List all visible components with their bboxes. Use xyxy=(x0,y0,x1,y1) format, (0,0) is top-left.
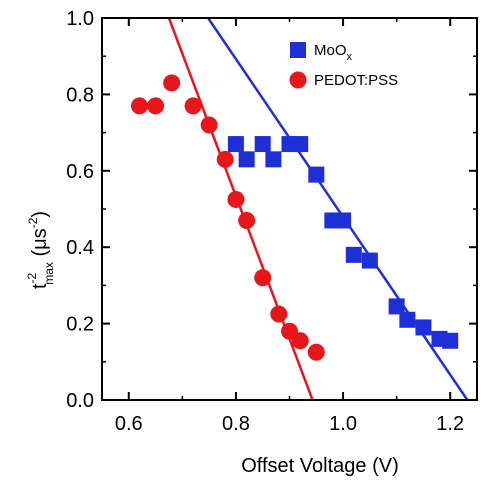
x-tick-label: 0.6 xyxy=(115,413,143,435)
data-point-moox xyxy=(227,136,244,153)
data-point-pedot-pss xyxy=(227,190,245,208)
x-axis-title: Offset Voltage (V) xyxy=(241,455,399,477)
y-tick-label: 0.2 xyxy=(66,314,94,336)
legend-marker-pedot-pss xyxy=(289,71,307,89)
y-tick-label: 0.4 xyxy=(66,237,94,259)
data-point-moox xyxy=(345,246,362,263)
y-tick-label: 0.8 xyxy=(66,84,94,106)
plot-frame xyxy=(101,17,478,401)
data-point-moox xyxy=(388,298,405,315)
axes: 0.6 0.8 1.0 1.2 0.0 0.2 0.4 0.6 0.8 1.0 xyxy=(66,8,478,435)
y-axis-title: t-2 max (μs-2) xyxy=(25,211,56,289)
fit-line-moox xyxy=(207,18,469,400)
data-point-moox xyxy=(442,332,459,349)
data-point-moox xyxy=(292,136,309,153)
data-point-pedot-pss xyxy=(238,211,256,229)
y-tick-label: 1.0 xyxy=(66,8,94,30)
y-tick-label: 0.6 xyxy=(66,161,94,183)
data-point-pedot-pss xyxy=(291,332,309,350)
data-point-pedot-pss xyxy=(131,97,148,115)
plot-area xyxy=(131,18,469,400)
x-tick-label: 1.2 xyxy=(436,413,464,435)
data-point-moox xyxy=(254,136,271,153)
legend: MoOx PEDOT:PSS xyxy=(289,42,398,89)
data-point-pedot-pss xyxy=(216,150,234,168)
data-point-pedot-pss xyxy=(163,74,181,92)
data-point-pedot-pss xyxy=(200,116,218,134)
data-point-pedot-pss xyxy=(147,97,165,115)
x-tick-label: 1.0 xyxy=(329,413,357,435)
data-point-moox xyxy=(415,319,432,336)
x-tick-label: 0.8 xyxy=(222,413,250,435)
data-point-pedot-pss xyxy=(270,305,288,323)
data-point-moox xyxy=(265,151,282,168)
legend-marker-moox xyxy=(290,42,306,58)
y-tick-label: 0.0 xyxy=(66,390,94,412)
legend-label-moox: MoOx xyxy=(314,42,353,63)
data-point-moox xyxy=(399,311,416,328)
legend-label-pedot-pss: PEDOT:PSS xyxy=(314,72,398,89)
data-point-moox xyxy=(361,252,378,269)
data-point-moox xyxy=(238,151,255,168)
data-point-moox xyxy=(308,166,325,183)
data-point-moox xyxy=(335,212,352,229)
data-point-pedot-pss xyxy=(184,97,202,115)
data-point-pedot-pss xyxy=(254,269,272,287)
data-point-pedot-pss xyxy=(307,343,325,361)
